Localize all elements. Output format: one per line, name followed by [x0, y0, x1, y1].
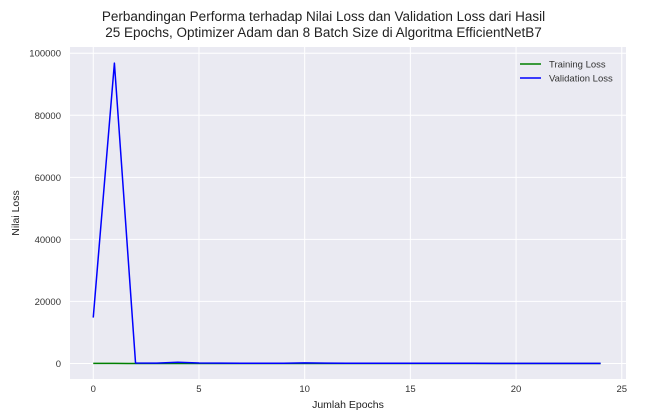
legend: Training Loss Validation Loss — [520, 60, 613, 85]
plot-area — [70, 47, 626, 379]
chart-title-line-2: 25 Epochs, Optimizer Adam dan 8 Batch Si… — [105, 25, 542, 40]
x-tick-label: 20 — [511, 384, 522, 395]
x-tick-label: 25 — [616, 384, 627, 395]
chart-title: Perbandingan Performa terhadap Nilai Los… — [0, 9, 647, 41]
x-tick-label: 5 — [196, 384, 201, 395]
y-tick-label: 80000 — [35, 111, 61, 122]
legend-label-validation: Validation Loss — [549, 74, 613, 85]
series-lines — [92, 62, 601, 365]
x-tick-label: 15 — [405, 384, 416, 395]
y-tick-label: 40000 — [35, 235, 61, 246]
x-tick-label: 10 — [299, 384, 310, 395]
legend-label-training: Training Loss — [549, 60, 606, 71]
y-tick-label: 20000 — [35, 297, 61, 308]
x-axis-label: Jumlah Epochs — [312, 399, 384, 411]
y-tick-label: 60000 — [35, 173, 61, 184]
chart-title-line-1: Perbandingan Performa terhadap Nilai Los… — [101, 9, 546, 24]
tick-labels: 0 5 10 15 20 25 0 20000 40000 60000 80000 100000 — [29, 49, 627, 395]
y-tick-label: 100000 — [29, 49, 61, 60]
validation-loss-line — [92, 62, 601, 365]
x-tick-label: 0 — [91, 384, 96, 395]
y-axis-label: Nilai Loss — [10, 190, 22, 236]
y-tick-label: 0 — [56, 359, 61, 370]
